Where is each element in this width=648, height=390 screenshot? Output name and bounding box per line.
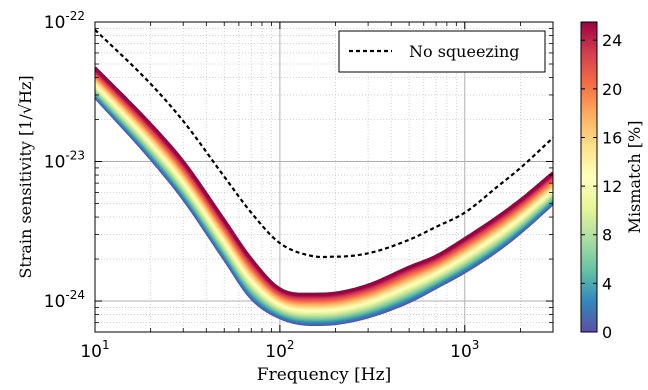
y-tick-label: 10-23 bbox=[44, 149, 85, 173]
colorbar-tick-label: 16 bbox=[602, 128, 622, 147]
colorbar-tick-label: 24 bbox=[602, 31, 622, 50]
colorbar-tick-label: 8 bbox=[602, 226, 612, 245]
y-tick-label: 10-24 bbox=[44, 288, 85, 312]
mismatch-curve bbox=[95, 66, 553, 296]
tick-labels: 101 102 103 10-24 10-23 10-22 bbox=[44, 9, 480, 362]
no-squeezing-curve bbox=[95, 28, 553, 259]
x-tick-label: 103 bbox=[450, 338, 479, 362]
colorbar-gradient bbox=[580, 21, 598, 333]
legend-entry-no-squeezing: No squeezing bbox=[409, 42, 520, 61]
colorbar-tick-label: 12 bbox=[602, 177, 622, 196]
x-tick-label: 101 bbox=[80, 338, 109, 362]
y-axis-label: Strain sensitivity [1/√Hz] bbox=[16, 75, 35, 278]
colorbar-label: Mismatch [%] bbox=[625, 121, 644, 234]
plot-frame bbox=[94, 21, 554, 333]
colorbar-tick-label: 0 bbox=[602, 323, 612, 342]
reference-curve-layer bbox=[95, 28, 553, 259]
legend: No squeezing bbox=[338, 30, 546, 73]
x-axis-label: Frequency [Hz] bbox=[257, 365, 391, 385]
colorbar-tick-label: 20 bbox=[602, 80, 622, 99]
x-tick-label: 102 bbox=[265, 338, 294, 362]
colorbar-tick-label: 4 bbox=[602, 274, 612, 293]
y-tick-label: 10-22 bbox=[44, 9, 85, 33]
minor-gridlines bbox=[95, 22, 554, 333]
colorbar: 0 4 8 12 16 20 24 Mismatch [%] bbox=[580, 21, 644, 342]
mismatch-band bbox=[95, 66, 553, 327]
colorbar-ticks: 0 4 8 12 16 20 24 bbox=[581, 31, 622, 342]
